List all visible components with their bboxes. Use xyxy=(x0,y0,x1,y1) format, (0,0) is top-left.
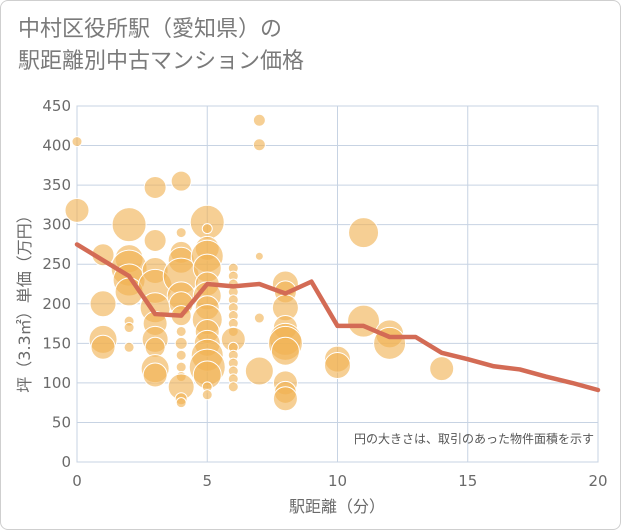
bubble-point xyxy=(170,170,192,192)
y-tick-label: 0 xyxy=(61,453,71,471)
bubble-point xyxy=(175,325,187,337)
x-tick-label: 10 xyxy=(328,472,347,490)
y-tick-label: 300 xyxy=(42,216,71,234)
bubble-point xyxy=(244,356,274,386)
y-axis-title: 坪（3.3㎡）単価（万円） xyxy=(15,207,34,392)
x-tick-label: 15 xyxy=(458,472,477,490)
x-tick-labels: 0 5 10 15 20 xyxy=(72,472,607,490)
bubble-point xyxy=(175,349,187,361)
x-axis-title: 駅距離（分） xyxy=(289,497,385,516)
x-tick-label: 5 xyxy=(202,472,212,490)
y-tick-label: 200 xyxy=(42,295,71,313)
bubble-point xyxy=(348,217,380,249)
x-tick-label: 20 xyxy=(588,472,607,490)
bubble-point xyxy=(175,361,187,373)
y-tick-label: 50 xyxy=(52,413,71,431)
bubble-point xyxy=(324,351,351,379)
bubble-series xyxy=(64,113,455,412)
bubble-point xyxy=(123,322,135,334)
y-tick-label: 450 xyxy=(42,97,71,115)
bubble-point xyxy=(252,138,266,152)
bubble-point xyxy=(227,381,239,393)
bubble-size-note: 円の大きさは、取引のあった物件面積を示す xyxy=(354,431,594,446)
bubble-point xyxy=(71,136,83,148)
y-tick-label: 100 xyxy=(42,374,71,392)
bubble-point xyxy=(174,336,188,350)
bubble-point xyxy=(189,204,225,240)
bubble-point xyxy=(143,228,167,252)
bubble-point xyxy=(272,386,298,412)
bubble-point xyxy=(201,223,213,235)
trend-line xyxy=(74,242,601,393)
trend-line-series xyxy=(74,242,601,393)
bubble-point xyxy=(252,113,266,127)
bubble-point xyxy=(111,207,147,243)
y-tick-label: 150 xyxy=(42,334,71,352)
y-tick-label: 400 xyxy=(42,137,71,155)
chart-title: 中村区役所駅（愛知県）の 駅距離別中古マンション価格 xyxy=(18,14,304,78)
y-tick-labels: 0 50 100 150 200 250 300 350 400 450 xyxy=(42,97,71,471)
bubble-point xyxy=(270,336,300,366)
bubble-point xyxy=(429,356,455,382)
x-tick-label: 0 xyxy=(72,472,82,490)
bubble-point xyxy=(90,334,116,360)
y-tick-label: 350 xyxy=(42,176,71,194)
chart-title-line-1: 中村区役所駅（愛知県）の xyxy=(18,17,283,42)
y-tick-label: 250 xyxy=(42,255,71,273)
bubble-point xyxy=(175,397,187,409)
bubble-point xyxy=(89,290,117,318)
bubble-point xyxy=(254,251,264,261)
bubble-point xyxy=(143,175,167,199)
bubble-point xyxy=(123,341,135,353)
bubble-point xyxy=(64,197,90,223)
bubble-point xyxy=(175,227,187,239)
bubble-point xyxy=(201,389,213,401)
bubble-point xyxy=(253,312,265,324)
chart-title-line-2: 駅距離別中古マンション価格 xyxy=(18,49,305,74)
bubble-point xyxy=(142,362,168,388)
